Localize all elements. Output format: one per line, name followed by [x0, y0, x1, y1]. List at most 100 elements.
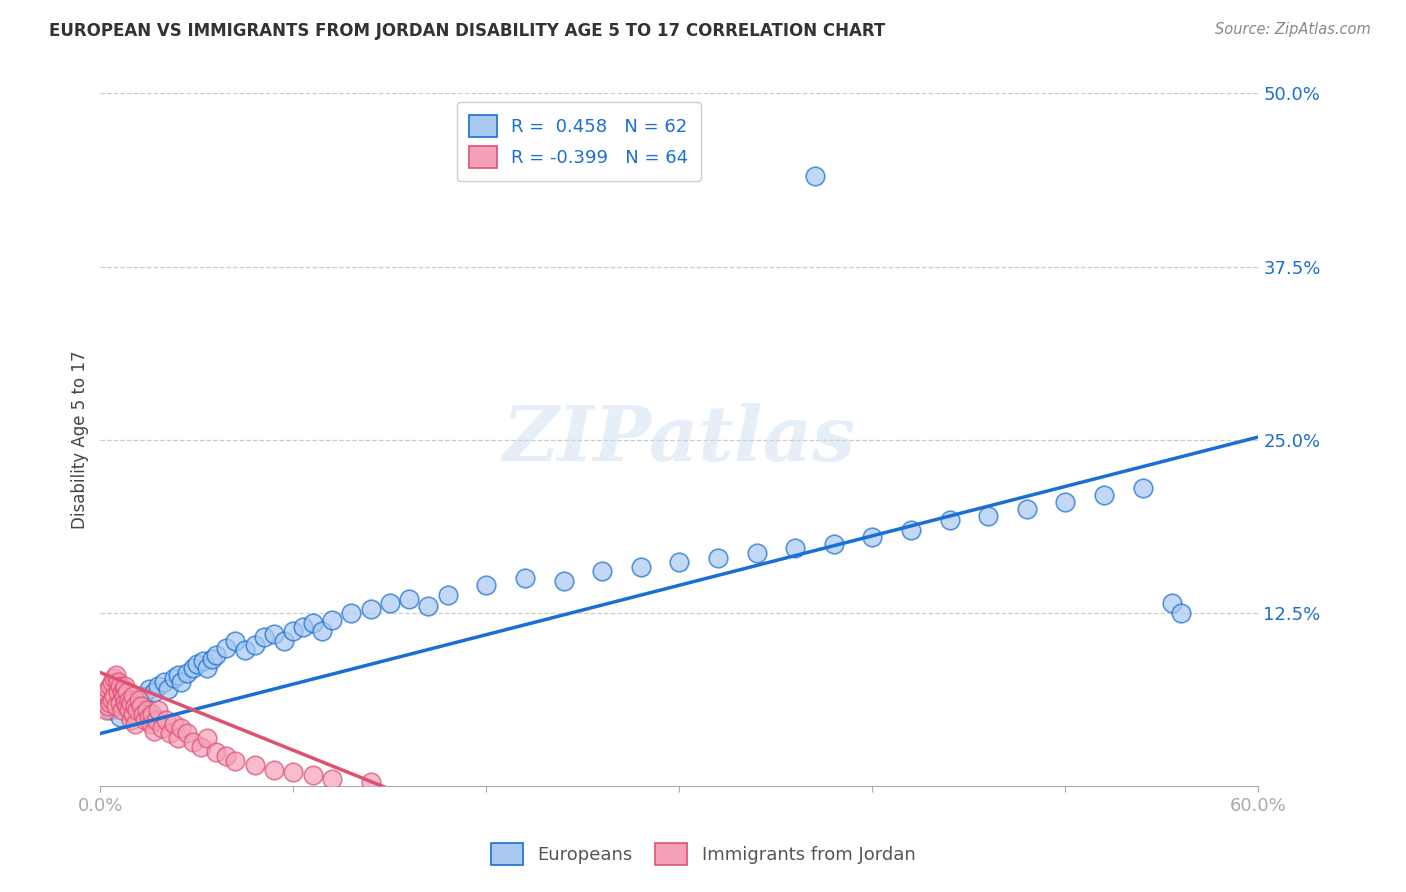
- Point: [195, 731, 218, 745]
- Point: [155, 713, 177, 727]
- Point: [166, 668, 188, 682]
- Point: [283, 624, 305, 638]
- Text: EUROPEAN VS IMMIGRANTS FROM JORDAN DISABILITY AGE 5 TO 17 CORRELATION CHART: EUROPEAN VS IMMIGRANTS FROM JORDAN DISAB…: [49, 22, 886, 40]
- Point: [186, 657, 208, 672]
- Point: [118, 693, 141, 707]
- Point: [475, 578, 498, 592]
- Point: [128, 693, 150, 707]
- Point: [862, 530, 884, 544]
- Point: [253, 630, 276, 644]
- Point: [98, 696, 121, 710]
- Point: [301, 768, 323, 782]
- Point: [153, 675, 176, 690]
- Point: [141, 707, 163, 722]
- Point: [176, 665, 198, 680]
- Point: [215, 748, 238, 763]
- Point: [181, 735, 204, 749]
- Point: [163, 671, 186, 685]
- Point: [156, 682, 179, 697]
- Point: [104, 668, 127, 682]
- Point: [553, 574, 575, 588]
- Point: [150, 721, 173, 735]
- Point: [159, 726, 181, 740]
- Point: [170, 721, 193, 735]
- Point: [118, 703, 141, 717]
- Point: [163, 716, 186, 731]
- Point: [138, 710, 160, 724]
- Legend: R =  0.458   N = 62, R = -0.399   N = 64: R = 0.458 N = 62, R = -0.399 N = 64: [457, 103, 700, 181]
- Point: [104, 696, 127, 710]
- Point: [1092, 488, 1115, 502]
- Point: [360, 602, 382, 616]
- Point: [360, 775, 382, 789]
- Point: [112, 689, 135, 703]
- Point: [176, 726, 198, 740]
- Point: [745, 546, 768, 560]
- Point: [938, 513, 960, 527]
- Point: [205, 744, 228, 758]
- Point: [785, 541, 807, 555]
- Point: [1160, 596, 1182, 610]
- Point: [94, 703, 117, 717]
- Point: [707, 550, 730, 565]
- Point: [803, 169, 825, 184]
- Point: [292, 620, 315, 634]
- Point: [129, 698, 152, 713]
- Point: [122, 689, 145, 703]
- Point: [108, 679, 131, 693]
- Point: [823, 536, 845, 550]
- Point: [181, 661, 204, 675]
- Point: [263, 763, 285, 777]
- Point: [132, 689, 155, 703]
- Point: [132, 707, 155, 722]
- Point: [148, 679, 170, 693]
- Point: [273, 633, 295, 648]
- Text: ZIPatlas: ZIPatlas: [503, 403, 856, 476]
- Point: [110, 685, 132, 699]
- Point: [190, 740, 212, 755]
- Point: [103, 689, 125, 703]
- Point: [977, 508, 1000, 523]
- Point: [143, 685, 166, 699]
- Point: [301, 615, 323, 630]
- Point: [118, 698, 141, 713]
- Point: [398, 592, 420, 607]
- Point: [513, 571, 536, 585]
- Point: [900, 523, 922, 537]
- Point: [120, 713, 142, 727]
- Point: [283, 765, 305, 780]
- Point: [114, 679, 136, 693]
- Point: [93, 693, 115, 707]
- Point: [107, 685, 129, 699]
- Point: [124, 698, 146, 713]
- Point: [98, 679, 121, 693]
- Point: [148, 703, 170, 717]
- Point: [191, 655, 214, 669]
- Point: [134, 713, 156, 727]
- Legend: Europeans, Immigrants from Jordan: Europeans, Immigrants from Jordan: [484, 836, 922, 872]
- Point: [125, 703, 148, 717]
- Point: [668, 555, 690, 569]
- Point: [108, 696, 131, 710]
- Point: [117, 698, 139, 713]
- Point: [94, 685, 117, 699]
- Point: [128, 696, 150, 710]
- Point: [101, 675, 124, 690]
- Point: [139, 716, 162, 731]
- Point: [103, 671, 125, 685]
- Point: [122, 707, 145, 722]
- Point: [98, 703, 121, 717]
- Point: [101, 693, 124, 707]
- Point: [104, 698, 127, 713]
- Point: [124, 693, 146, 707]
- Point: [311, 624, 333, 638]
- Point: [630, 560, 652, 574]
- Point: [224, 754, 246, 768]
- Point: [1054, 495, 1077, 509]
- Point: [243, 758, 266, 772]
- Y-axis label: Disability Age 5 to 17: Disability Age 5 to 17: [72, 351, 89, 529]
- Point: [107, 675, 129, 690]
- Point: [321, 613, 343, 627]
- Point: [201, 651, 224, 665]
- Point: [436, 588, 458, 602]
